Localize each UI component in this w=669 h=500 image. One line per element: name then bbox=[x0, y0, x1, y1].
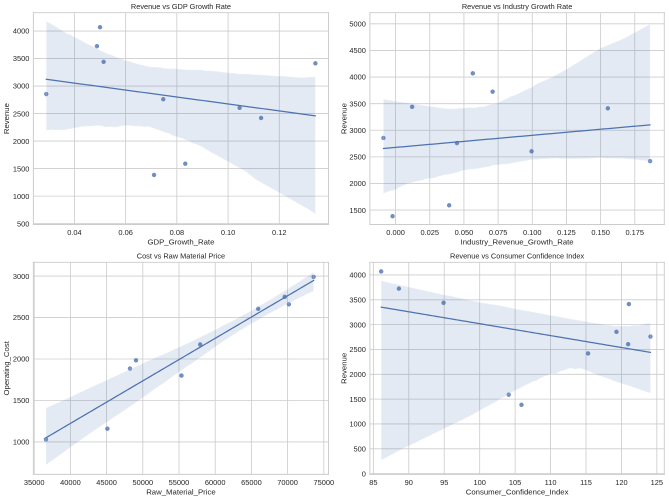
svg-text:75000: 75000 bbox=[313, 478, 334, 487]
svg-text:65000: 65000 bbox=[241, 478, 262, 487]
svg-text:Revenue: Revenue bbox=[2, 103, 11, 134]
svg-text:2500: 2500 bbox=[13, 109, 30, 118]
svg-text:60000: 60000 bbox=[205, 478, 226, 487]
svg-text:1500: 1500 bbox=[13, 164, 30, 173]
svg-text:4000: 4000 bbox=[349, 73, 366, 82]
svg-text:Industry_Revenue_Growth_Rate: Industry_Revenue_Growth_Rate bbox=[461, 238, 574, 247]
svg-text:0.075: 0.075 bbox=[489, 228, 508, 237]
svg-text:2000: 2000 bbox=[13, 137, 30, 146]
svg-text:0.12: 0.12 bbox=[272, 228, 286, 237]
svg-text:3000: 3000 bbox=[13, 272, 30, 281]
svg-text:40000: 40000 bbox=[60, 478, 81, 487]
svg-text:125: 125 bbox=[651, 478, 663, 487]
svg-text:1000: 1000 bbox=[13, 192, 30, 201]
svg-text:105: 105 bbox=[509, 478, 521, 487]
svg-text:4500: 4500 bbox=[349, 46, 366, 55]
svg-text:2000: 2000 bbox=[349, 179, 366, 188]
svg-text:2000: 2000 bbox=[13, 355, 30, 364]
svg-text:85: 85 bbox=[369, 478, 377, 487]
svg-text:Consumer_Confidence_Index: Consumer_Confidence_Index bbox=[466, 487, 569, 496]
svg-text:95: 95 bbox=[440, 478, 448, 487]
svg-text:1000: 1000 bbox=[349, 420, 366, 429]
svg-text:500: 500 bbox=[17, 219, 29, 228]
svg-text:35000: 35000 bbox=[24, 478, 45, 487]
svg-text:GDP_Growth_Rate: GDP_Growth_Rate bbox=[147, 238, 214, 247]
svg-text:0: 0 bbox=[362, 469, 366, 478]
svg-text:0.08: 0.08 bbox=[170, 228, 184, 237]
svg-text:0.100: 0.100 bbox=[523, 228, 542, 237]
svg-text:3000: 3000 bbox=[349, 320, 366, 329]
svg-text:0.050: 0.050 bbox=[455, 228, 474, 237]
svg-text:Operating_Cost: Operating_Cost bbox=[2, 340, 11, 395]
svg-text:50000: 50000 bbox=[132, 478, 153, 487]
svg-text:2500: 2500 bbox=[349, 345, 366, 354]
svg-text:4000: 4000 bbox=[349, 271, 366, 280]
svg-text:2000: 2000 bbox=[349, 370, 366, 379]
svg-text:3500: 3500 bbox=[13, 54, 30, 63]
svg-text:70000: 70000 bbox=[277, 478, 298, 487]
svg-text:4000: 4000 bbox=[13, 27, 30, 36]
svg-text:100: 100 bbox=[473, 478, 485, 487]
svg-text:0.150: 0.150 bbox=[591, 228, 610, 237]
svg-text:0.175: 0.175 bbox=[625, 228, 644, 237]
svg-text:Revenue: Revenue bbox=[340, 353, 349, 384]
svg-text:0.000: 0.000 bbox=[386, 228, 405, 237]
svg-text:3500: 3500 bbox=[349, 295, 366, 304]
svg-text:Revenue vs Consumer Confidence: Revenue vs Consumer Confidence Index bbox=[450, 251, 584, 260]
svg-text:55000: 55000 bbox=[169, 478, 190, 487]
svg-text:0.06: 0.06 bbox=[118, 228, 132, 237]
svg-text:0.125: 0.125 bbox=[557, 228, 576, 237]
svg-text:1500: 1500 bbox=[13, 396, 30, 405]
svg-text:1000: 1000 bbox=[13, 438, 30, 447]
svg-text:1500: 1500 bbox=[349, 206, 366, 215]
svg-text:3000: 3000 bbox=[349, 126, 366, 135]
svg-text:0.10: 0.10 bbox=[221, 228, 235, 237]
svg-text:3500: 3500 bbox=[349, 99, 366, 108]
svg-text:2500: 2500 bbox=[13, 313, 30, 322]
svg-text:2500: 2500 bbox=[349, 153, 366, 162]
svg-text:5000: 5000 bbox=[349, 20, 366, 29]
svg-text:0.04: 0.04 bbox=[67, 228, 81, 237]
svg-text:Raw_Material_Price: Raw_Material_Price bbox=[146, 487, 215, 496]
svg-text:3000: 3000 bbox=[13, 82, 30, 91]
svg-text:1500: 1500 bbox=[349, 395, 366, 404]
svg-text:115: 115 bbox=[580, 478, 592, 487]
svg-text:Revenue vs Industry Growth Rat: Revenue vs Industry Growth Rate bbox=[462, 2, 572, 11]
svg-text:110: 110 bbox=[545, 478, 557, 487]
svg-text:Revenue: Revenue bbox=[340, 103, 349, 134]
svg-text:Cost vs Raw Material Price: Cost vs Raw Material Price bbox=[137, 251, 225, 260]
svg-text:45000: 45000 bbox=[96, 478, 117, 487]
svg-text:Revenue vs GDP Growth Rate: Revenue vs GDP Growth Rate bbox=[131, 2, 231, 11]
svg-text:500: 500 bbox=[353, 444, 365, 453]
svg-text:0.025: 0.025 bbox=[420, 228, 439, 237]
svg-text:120: 120 bbox=[615, 478, 627, 487]
svg-text:90: 90 bbox=[405, 478, 413, 487]
